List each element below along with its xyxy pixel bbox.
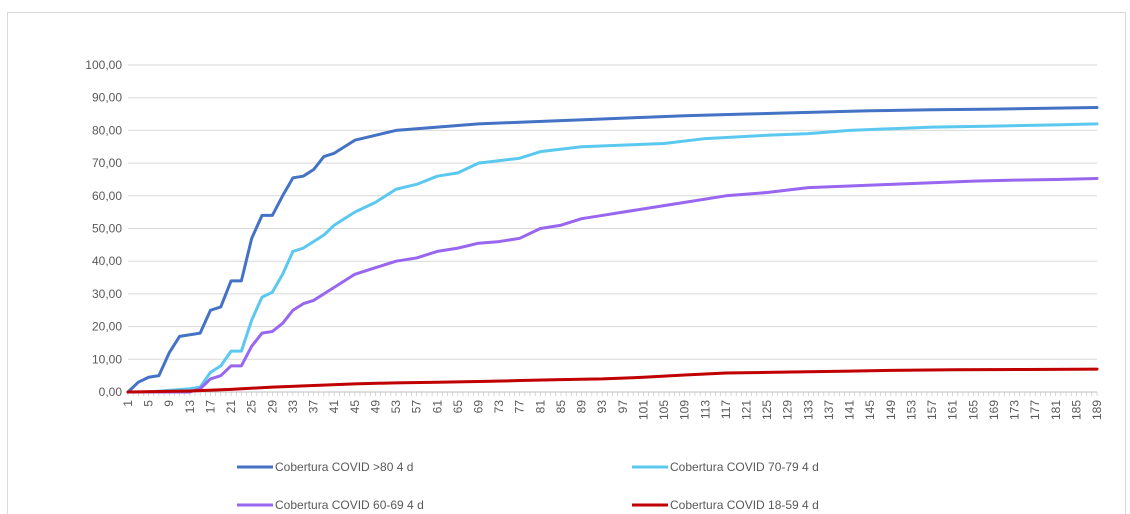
x-tick-label: 69 <box>471 400 485 414</box>
x-tick-label: 137 <box>822 400 836 420</box>
x-tick-label: 133 <box>801 400 815 420</box>
x-tick-label: 149 <box>884 400 898 420</box>
series-line-2 <box>126 176 1099 394</box>
x-tick-label: 165 <box>966 400 980 420</box>
x-tick-label: 17 <box>203 400 217 414</box>
x-tick-label: 13 <box>183 400 197 414</box>
y-tick-label: 70,00 <box>92 156 122 170</box>
x-tick-label: 65 <box>451 400 465 414</box>
x-tick-label: 41 <box>327 400 341 414</box>
x-tick-label: 97 <box>616 400 630 414</box>
x-tick-label: 161 <box>946 400 960 420</box>
legend: Cobertura COVID >80 4 d Cobertura COVID 7… <box>237 460 819 512</box>
x-tick-label: 141 <box>843 400 857 420</box>
chart-border <box>7 12 1126 514</box>
x-tick-label: 157 <box>925 400 939 420</box>
x-tick-label: 29 <box>265 400 279 414</box>
x-tick-label: 185 <box>1069 400 1083 420</box>
series-lines <box>126 106 1099 394</box>
x-tick-label: 61 <box>430 400 444 414</box>
x-tick-label: 81 <box>533 400 547 414</box>
x-tick-label: 37 <box>307 400 321 414</box>
x-tick-label: 173 <box>1008 400 1022 420</box>
x-tick-label: 177 <box>1028 400 1042 420</box>
x-tick-label: 25 <box>245 400 259 414</box>
x-tick-label: 85 <box>554 400 568 414</box>
series-line-3 <box>126 367 1099 394</box>
x-tick-label: 145 <box>863 400 877 420</box>
x-tick-label: 33 <box>286 400 300 414</box>
x-tick-label: 113 <box>698 400 712 419</box>
y-tick-label: 40,00 <box>92 254 122 268</box>
x-axis <box>127 391 1098 396</box>
x-tick-label: 117 <box>719 400 733 419</box>
series-line-1 <box>126 122 1099 394</box>
legend-label-3: Cobertura COVID 18-59 4 d <box>670 498 819 512</box>
x-tick-label: 77 <box>513 400 527 414</box>
y-tick-label: 20,00 <box>92 320 122 334</box>
y-tick-label: 50,00 <box>92 222 122 236</box>
x-tick-label: 181 <box>1049 400 1063 420</box>
y-tick-label: 10,00 <box>92 352 122 366</box>
x-tick-label: 1 <box>121 400 135 407</box>
x-tick-label: 93 <box>595 400 609 414</box>
y-tick-label: 90,00 <box>92 91 122 105</box>
legend-label-1: Cobertura COVID 70-79 4 d <box>670 460 819 474</box>
x-tick-label: 5 <box>142 400 156 407</box>
legend-label-2: Cobertura COVID 60-69 4 d <box>275 498 424 512</box>
y-axis-tick-labels: 0,00 10,00 20,00 30,00 40,00 50,00 60,00 70,00 8… <box>85 58 122 399</box>
x-tick-label: 121 <box>740 400 754 420</box>
x-tick-label: 9 <box>162 400 176 407</box>
x-tick-label: 73 <box>492 400 506 414</box>
y-tick-label: 30,00 <box>92 287 122 301</box>
x-tick-label: 89 <box>575 400 589 414</box>
x-tick-label: 125 <box>760 400 774 420</box>
x-tick-label: 169 <box>987 400 1001 420</box>
legend-label-0: Cobertura COVID >80 4 d <box>275 460 413 474</box>
y-tick-label: 100,00 <box>85 58 122 72</box>
x-tick-label: 101 <box>636 400 650 420</box>
x-axis-tick-labels: 1 5 9 13 17 21 25 29 33 37 41 45 49 53 57 61 65 69 73 77 81 8… <box>121 400 1104 420</box>
y-tick-label: 80,00 <box>92 123 122 137</box>
x-tick-label: 153 <box>904 400 918 420</box>
y-tick-label: 0,00 <box>99 385 123 399</box>
series-line-0 <box>126 106 1099 394</box>
x-tick-label: 57 <box>410 400 424 414</box>
x-tick-label: 105 <box>657 400 671 420</box>
x-tick-label: 189 <box>1090 400 1104 420</box>
x-tick-label: 21 <box>224 400 238 414</box>
x-tick-label: 109 <box>678 400 692 420</box>
x-tick-label: 49 <box>368 400 382 414</box>
x-tick-label: 129 <box>781 400 795 420</box>
x-tick-label: 45 <box>348 400 362 414</box>
y-tick-label: 60,00 <box>92 189 122 203</box>
x-tick-label: 53 <box>389 400 403 414</box>
